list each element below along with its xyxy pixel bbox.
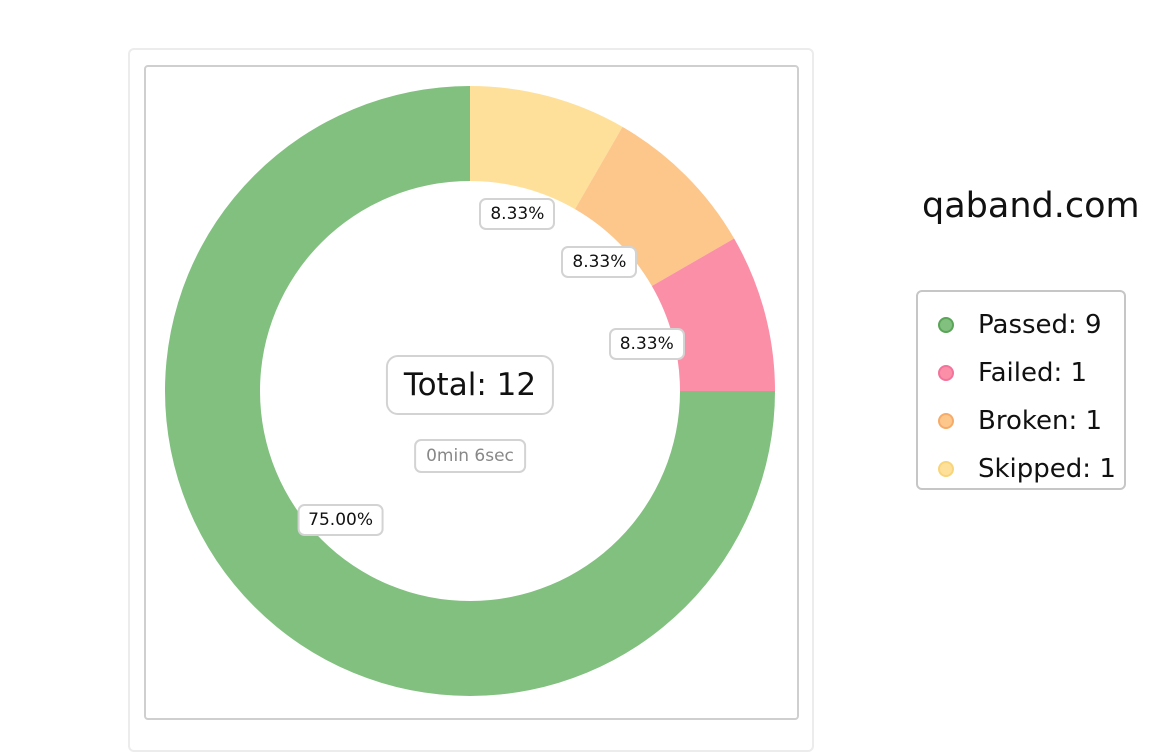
legend-label: Skipped: 1 [978, 454, 1116, 484]
legend-item-failed[interactable]: Failed: 1 [938, 349, 1124, 397]
legend-item-passed[interactable]: Passed: 9 [938, 301, 1124, 349]
legend-item-broken[interactable]: Broken: 1 [938, 397, 1124, 445]
slice-label-failed: 8.33% [608, 327, 685, 360]
slice-skipped[interactable] [470, 86, 623, 210]
donut-chart [165, 86, 775, 696]
slice-broken[interactable] [575, 126, 735, 287]
slice-label-broken: 8.33% [561, 245, 638, 278]
site-title: qaband.com [922, 186, 1140, 226]
legend-item-skipped[interactable]: Skipped: 1 [938, 445, 1124, 493]
broken-dot-icon [938, 413, 954, 429]
passed-dot-icon [938, 317, 954, 333]
slice-label-passed: 75.00% [297, 504, 385, 537]
duration-label: 0min 6sec [414, 439, 526, 473]
chart-panel [144, 65, 799, 720]
skipped-dot-icon [938, 461, 954, 477]
legend-label: Broken: 1 [978, 406, 1103, 436]
legend-label: Failed: 1 [978, 358, 1088, 388]
failed-dot-icon [938, 365, 954, 381]
legend: Passed: 9 Failed: 1 Broken: 1 Skipped: 1 [916, 290, 1126, 490]
slice-passed[interactable] [165, 86, 775, 696]
slice-label-skipped: 8.33% [479, 198, 556, 231]
total-label: Total: 12 [385, 355, 555, 415]
legend-label: Passed: 9 [978, 310, 1102, 340]
